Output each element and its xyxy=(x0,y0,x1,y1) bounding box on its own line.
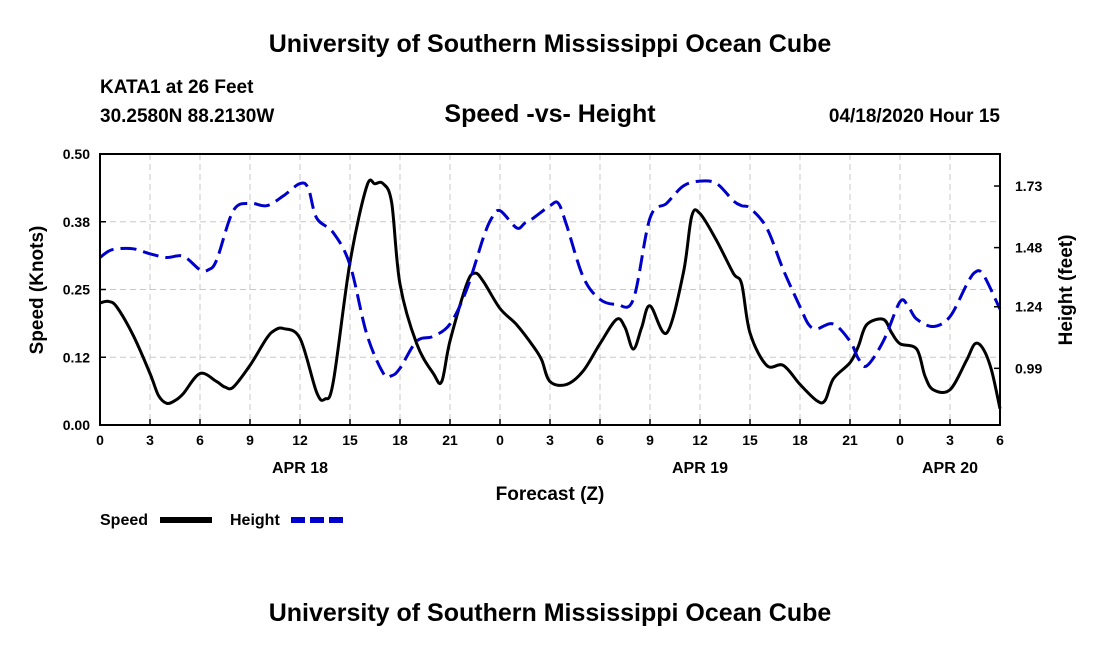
x-tick-label: 18 xyxy=(792,432,808,448)
x-tick-label: 0 xyxy=(96,432,104,448)
x-tick-label: 18 xyxy=(392,432,408,448)
tick-layer: 0 3 6 9 12 15 18 21 0 3 6 9 12 15 18 21 0 3 6 0.00 0.12 0.25 0… xyxy=(63,146,1043,477)
legend: Speed Height xyxy=(100,512,343,529)
x-axis-title: Forecast (Z) xyxy=(496,484,605,505)
x-tick-label: 3 xyxy=(546,432,554,448)
legend-label-height: Height xyxy=(230,512,280,529)
x-tick-label: 21 xyxy=(842,432,858,448)
x-tick-label: 12 xyxy=(692,432,708,448)
y-tick-label-left: 0.00 xyxy=(63,417,90,433)
x-tick-label: 9 xyxy=(646,432,654,448)
date-label: APR 20 xyxy=(922,460,978,477)
x-tick-label: 12 xyxy=(292,432,308,448)
station-coordinates: 30.2580N 88.2130W xyxy=(100,106,275,127)
y-tick-label-left: 0.38 xyxy=(63,214,90,230)
series-line-speed xyxy=(99,178,1002,410)
bottom-banner-title: University of Southern Mississippi Ocean… xyxy=(268,599,832,627)
x-tick-label: 0 xyxy=(496,432,504,448)
station-name: KATA1 at 26 Feet xyxy=(100,77,254,98)
y-tick-label-right: 1.48 xyxy=(1015,240,1042,256)
series-line-height xyxy=(99,179,1002,379)
x-tick-label: 6 xyxy=(996,432,1004,448)
x-tick-label: 21 xyxy=(442,432,458,448)
top-banner-title: University of Southern Mississippi Ocean… xyxy=(268,30,832,58)
date-label: APR 19 xyxy=(672,460,728,477)
y-tick-label-right: 0.99 xyxy=(1015,360,1042,376)
y-tick-label-right: 1.24 xyxy=(1015,299,1042,315)
x-tick-label: 6 xyxy=(196,432,204,448)
y-tick-label-left: 0.12 xyxy=(63,349,90,365)
forecast-date: 04/18/2020 Hour 15 xyxy=(828,106,1000,127)
date-label: APR 18 xyxy=(272,460,328,477)
y-tick-label-right: 1.73 xyxy=(1015,178,1042,194)
y-axis-title-right: Height (feet) xyxy=(1056,235,1077,346)
x-tick-label: 3 xyxy=(146,432,154,448)
x-tick-label: 15 xyxy=(742,432,758,448)
x-tick-label: 9 xyxy=(246,432,254,448)
series-layer xyxy=(99,178,1002,410)
y-axis-title-left: Speed (Knots) xyxy=(27,226,48,355)
x-tick-label: 6 xyxy=(596,432,604,448)
y-tick-label-left: 0.50 xyxy=(63,146,90,162)
legend-label-speed: Speed xyxy=(100,512,148,529)
grid-layer xyxy=(100,154,1000,425)
y-tick-label-left: 0.25 xyxy=(63,282,90,298)
x-tick-label: 15 xyxy=(342,432,358,448)
x-tick-label: 0 xyxy=(896,432,904,448)
x-tick-label: 3 xyxy=(946,432,954,448)
chart-title: Speed -vs- Height xyxy=(444,100,656,128)
